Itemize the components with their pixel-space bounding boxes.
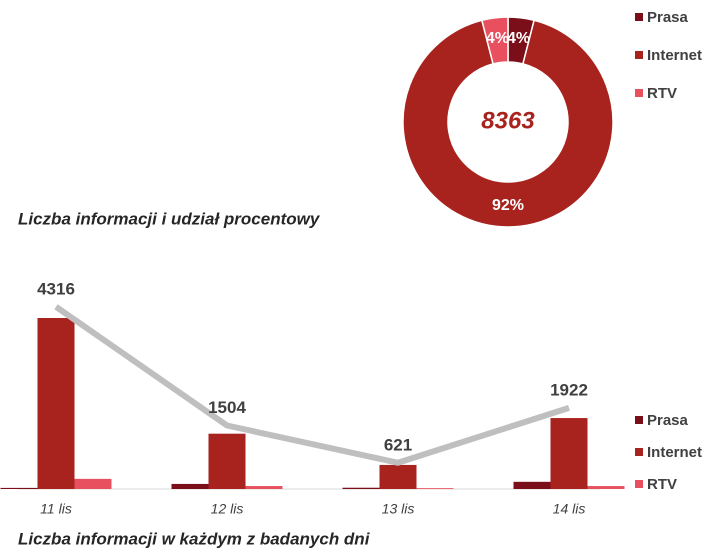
legend-swatch (635, 89, 643, 97)
bar (37, 318, 75, 489)
slice-label: 4% (486, 30, 509, 47)
x-tick-label: 13 lis (382, 501, 415, 517)
center-total: 8363 (481, 107, 535, 134)
slice-label: 4% (507, 30, 530, 47)
slice-label: 92% (492, 197, 524, 214)
line-label: 1922 (550, 380, 588, 399)
bar (74, 478, 112, 489)
pie-title: Liczba informacji i udział procentowy (18, 209, 321, 228)
legend-label: Prasa (647, 412, 689, 429)
x-tick-label: 14 lis (553, 501, 586, 517)
bar (208, 433, 246, 489)
legend-label: Internet (647, 47, 702, 64)
x-tick-label: 11 lis (40, 501, 72, 517)
line-label: 1504 (208, 398, 246, 417)
bar (0, 487, 38, 489)
bar (550, 418, 588, 489)
legend-swatch (635, 448, 643, 456)
line-label: 621 (384, 435, 412, 454)
legend-swatch (635, 480, 643, 488)
bar-title: Liczba informacji w każdym z badanych dn… (18, 529, 371, 548)
legend-label: RTV (647, 476, 677, 493)
bar (379, 464, 417, 489)
donut-slice (480, 16, 509, 65)
legend-swatch (635, 416, 643, 424)
legend-swatch (635, 51, 643, 59)
legend-label: RTV (647, 85, 677, 102)
bar (416, 488, 454, 489)
bar (245, 486, 283, 489)
bar (342, 487, 380, 489)
total-line (54, 304, 570, 466)
line-label: 4316 (37, 279, 75, 298)
donut-slice (402, 19, 614, 228)
legend-label: Internet (647, 444, 702, 461)
legend-label: Prasa (647, 9, 689, 26)
bar (587, 486, 625, 489)
x-tick-label: 12 lis (211, 501, 244, 517)
bar (171, 483, 209, 489)
legend-swatch (635, 13, 643, 21)
bar (513, 481, 551, 489)
